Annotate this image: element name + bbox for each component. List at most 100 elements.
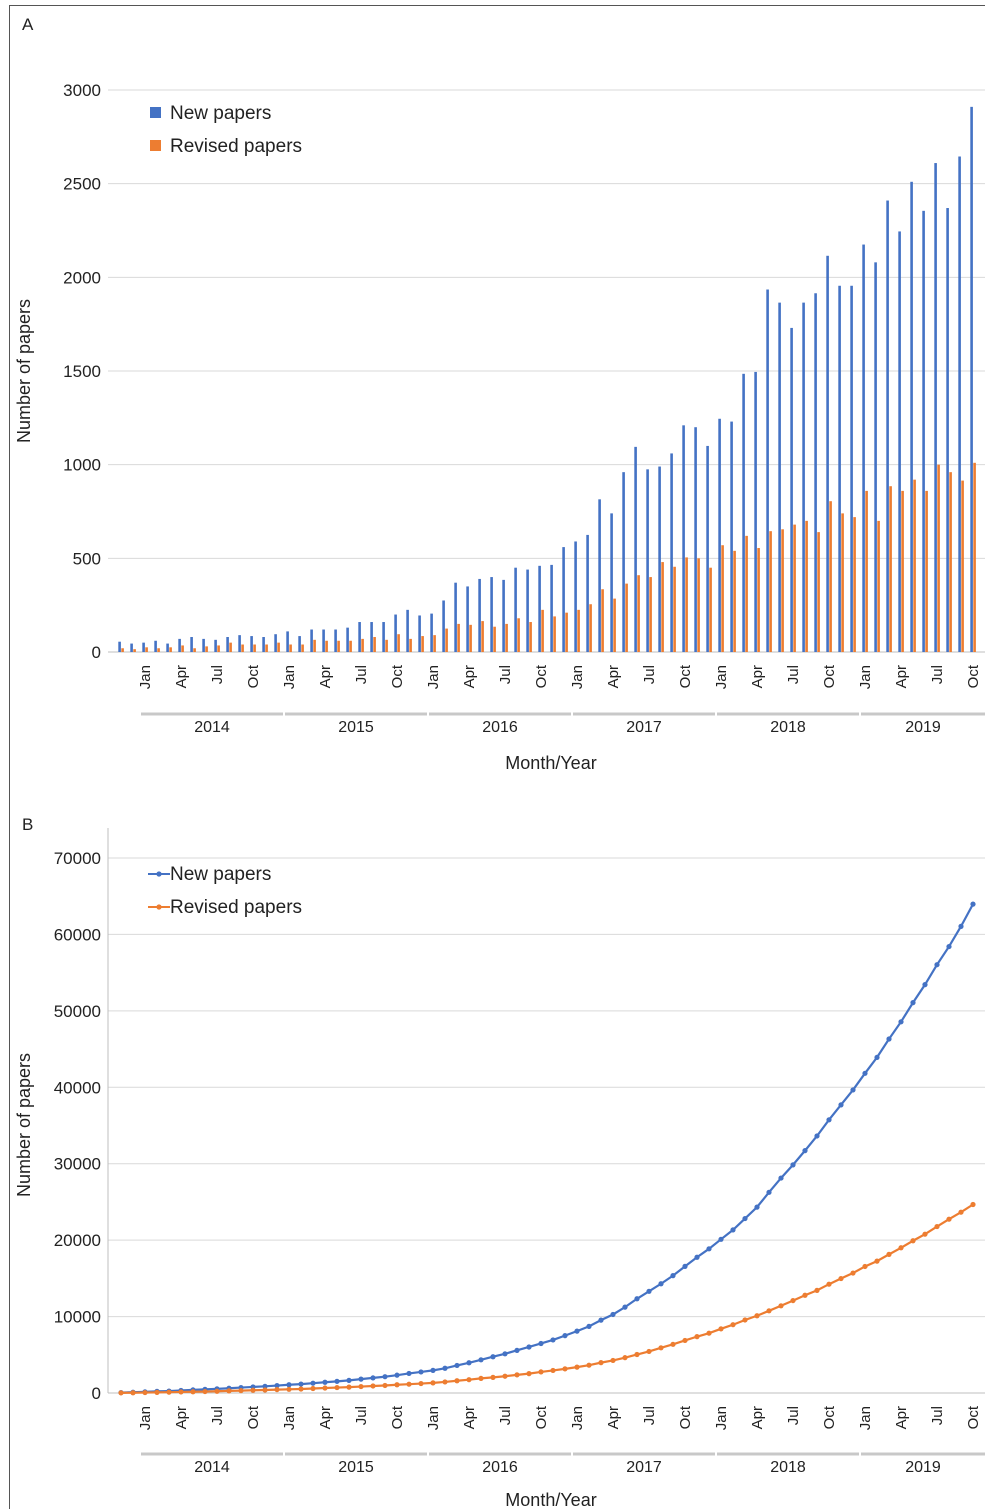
legend-label: Revised papers (170, 136, 302, 157)
data-point (250, 1387, 256, 1393)
data-point (946, 1216, 952, 1222)
bar (181, 645, 184, 652)
x-tick-label: Apr (893, 665, 910, 688)
year-label: 2017 (626, 719, 662, 736)
bar (778, 302, 781, 652)
bar (205, 646, 208, 652)
bar (694, 427, 697, 652)
x-tick-label: Apr (173, 1406, 190, 1429)
bar (250, 636, 253, 652)
bar (634, 446, 637, 652)
x-tick-label: Jan (137, 665, 154, 689)
bar (370, 622, 373, 652)
y-tick-label: 2000 (63, 268, 101, 287)
data-point (538, 1340, 544, 1347)
bar (802, 302, 805, 652)
bar (262, 637, 265, 652)
x-tick-label: Jul (929, 1406, 946, 1425)
figure-frame (9, 5, 985, 1509)
data-point (586, 1362, 592, 1368)
bar (601, 589, 604, 652)
bar (589, 604, 592, 652)
x-tick-label: Jan (569, 1406, 586, 1430)
bar (874, 262, 877, 652)
series-new-papers (118, 901, 976, 1396)
data-point (310, 1380, 316, 1386)
data-point (502, 1373, 508, 1379)
data-point (622, 1355, 628, 1361)
bar (637, 575, 640, 652)
x-tick-label: Jan (857, 665, 874, 689)
data-point (514, 1347, 520, 1353)
bar (385, 639, 388, 652)
y-tick-label: 1500 (63, 362, 101, 381)
data-point (322, 1379, 328, 1385)
year-label: 2015 (338, 719, 374, 736)
bar (178, 638, 181, 652)
bar (889, 486, 892, 652)
data-point (418, 1369, 424, 1375)
data-point (706, 1330, 712, 1336)
data-point (274, 1382, 280, 1389)
bar (709, 567, 712, 652)
bar (274, 634, 277, 652)
data-point (946, 943, 952, 950)
data-point (298, 1381, 304, 1387)
data-point (406, 1381, 412, 1387)
data-point (802, 1292, 808, 1298)
x-tick-label: Oct (389, 664, 406, 688)
bar (214, 639, 217, 652)
bar (850, 285, 853, 652)
data-point (442, 1379, 448, 1385)
bar (154, 640, 157, 652)
bar (610, 513, 613, 652)
bar (493, 626, 496, 652)
x-tick-label: Apr (317, 1406, 334, 1429)
data-point (454, 1378, 460, 1384)
bar (697, 558, 700, 652)
bar (445, 628, 448, 652)
x-tick-label: Oct (677, 664, 694, 688)
bar (265, 644, 268, 652)
data-point (658, 1281, 664, 1287)
data-point (178, 1389, 184, 1395)
data-point (346, 1377, 352, 1383)
x-tick-label: Apr (173, 665, 190, 688)
data-point (550, 1337, 556, 1343)
data-point (514, 1372, 520, 1378)
data-point (898, 1019, 904, 1025)
bar (793, 524, 796, 652)
x-tick-label: Jul (353, 665, 370, 684)
data-point (502, 1351, 508, 1357)
data-point (718, 1236, 724, 1242)
bar (574, 541, 577, 652)
data-point (214, 1388, 220, 1394)
bar (193, 648, 196, 652)
bar (949, 472, 952, 652)
series-revised-papers (121, 462, 976, 652)
x-tick-label: Jan (281, 1406, 298, 1430)
year-label: 2015 (338, 1459, 374, 1476)
bar (226, 637, 229, 652)
data-point (778, 1303, 784, 1309)
bar (970, 106, 973, 653)
data-point (598, 1360, 604, 1366)
bar (241, 644, 244, 652)
data-point (730, 1322, 736, 1328)
data-point (274, 1386, 280, 1393)
y-axis-label: Number of papers (14, 299, 34, 443)
data-point (262, 1383, 268, 1389)
y-tick-label: 0 (92, 643, 101, 662)
x-tick-label: Apr (605, 665, 622, 688)
bar (865, 490, 868, 652)
bar (502, 579, 505, 652)
panel-label: A (22, 15, 34, 34)
data-point (334, 1378, 340, 1384)
bar (790, 327, 793, 652)
bar (685, 557, 688, 652)
bar (397, 634, 400, 652)
data-point (958, 1209, 964, 1215)
bar (934, 163, 937, 652)
data-point (886, 1036, 892, 1042)
data-point (934, 1223, 940, 1230)
